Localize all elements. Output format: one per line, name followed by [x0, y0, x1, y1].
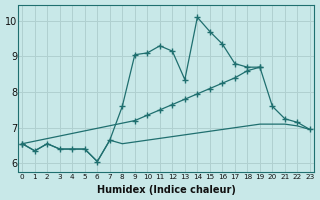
X-axis label: Humidex (Indice chaleur): Humidex (Indice chaleur) — [97, 185, 236, 195]
